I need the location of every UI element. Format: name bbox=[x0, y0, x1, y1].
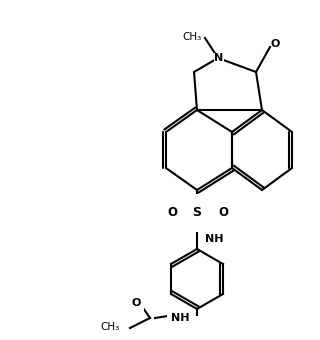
Text: NH: NH bbox=[171, 313, 189, 323]
Text: N: N bbox=[214, 53, 224, 63]
Text: O: O bbox=[270, 39, 280, 49]
Text: NH: NH bbox=[205, 234, 223, 244]
Text: O: O bbox=[131, 298, 141, 308]
Text: O: O bbox=[218, 206, 228, 220]
Text: O: O bbox=[167, 206, 177, 220]
Text: CH₃: CH₃ bbox=[183, 32, 202, 42]
Text: S: S bbox=[193, 206, 202, 220]
Text: CH₃: CH₃ bbox=[101, 322, 120, 332]
